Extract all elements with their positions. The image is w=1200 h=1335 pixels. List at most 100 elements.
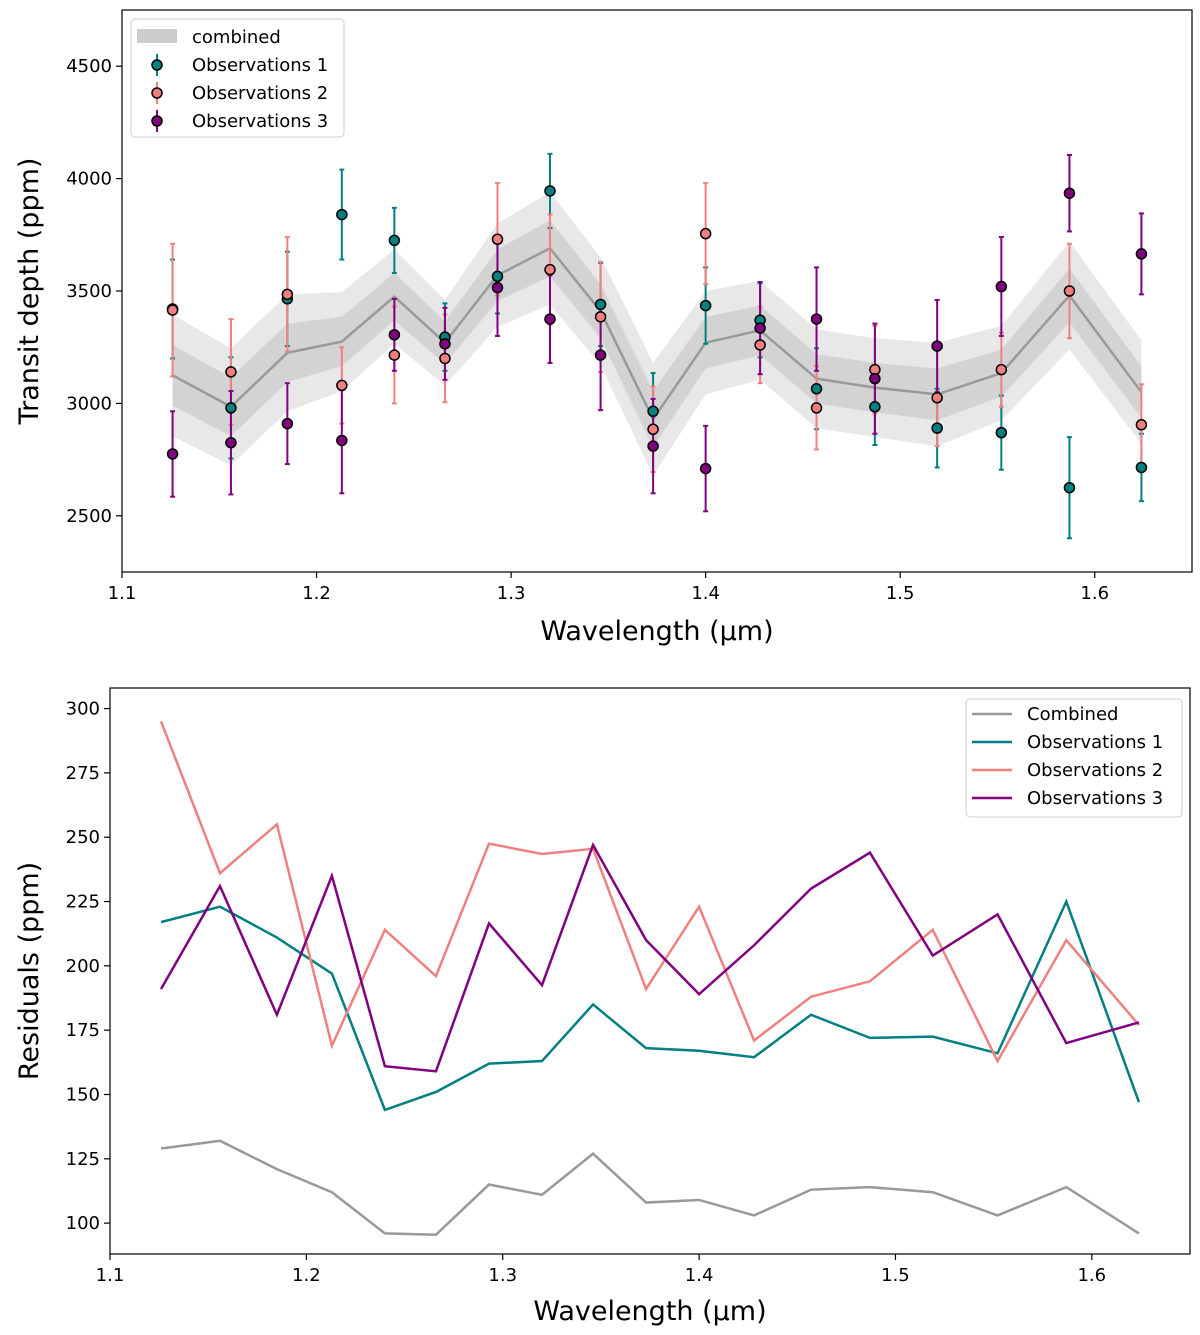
data-point (699, 462, 712, 475)
data-point (491, 233, 504, 246)
legend: combined Observations 1 Observations 2 Obse… (130, 18, 345, 138)
chart-1: 1.1 1.2 1.3 1.4 1.5 1.6 2500 3000 3500 4000 4500 Wa… (14, 9, 1193, 647)
data-point (1063, 187, 1076, 199)
axes-frame (109, 687, 1191, 1255)
series-points-1 (166, 185, 1148, 494)
y-axis-label: Transit depth (ppm) (14, 158, 45, 426)
data-point (1135, 419, 1148, 431)
data-point (647, 440, 659, 452)
data-point (1063, 481, 1076, 494)
x-tick-label: 1.2 (302, 583, 331, 604)
legend-frame (965, 698, 1183, 818)
legend-label-4: Observations 3 (1027, 788, 1163, 809)
legend-swatch-combined (137, 29, 177, 43)
y-tick-label: 3000 (66, 393, 112, 414)
legend-label-3: Observations 2 (1027, 760, 1163, 781)
data-point (1135, 248, 1148, 260)
legend-marker (151, 87, 163, 99)
plot-area (166, 152, 1148, 540)
data-point (544, 313, 556, 325)
x-tick-label: 1.5 (881, 1265, 910, 1286)
data-point (869, 401, 881, 413)
data-point (544, 263, 556, 276)
x-tick-label: 1.3 (497, 583, 526, 604)
y-tick-label: 100 (66, 1213, 100, 1234)
legend-marker (151, 115, 163, 127)
plot-area (159, 720, 1141, 1236)
data-point (647, 423, 659, 436)
data-point (931, 340, 943, 352)
data-point (166, 448, 179, 460)
data-point (1135, 461, 1148, 474)
y-tick-label: 300 (66, 699, 100, 720)
data-point (281, 288, 294, 301)
x-axis-label: Wavelength (µm) (540, 616, 773, 647)
x-axis-label: Wavelength (µm) (533, 1296, 766, 1327)
data-point (594, 311, 607, 323)
y-tick-label: 2500 (66, 506, 112, 527)
data-point (931, 392, 943, 404)
data-point (699, 299, 712, 312)
data-point (281, 417, 294, 430)
x-tick-label: 1.4 (691, 583, 720, 604)
legend: Combined Observations 1 Observations 2 Obse… (965, 698, 1183, 818)
data-point (388, 349, 401, 361)
data-point (754, 339, 766, 351)
legend-marker (151, 59, 163, 71)
data-point (225, 436, 237, 449)
legend-label-3: Observations 3 (192, 111, 328, 132)
series-line-4 (159, 841, 1140, 1073)
data-point (491, 270, 504, 283)
data-point (594, 298, 607, 311)
data-point (810, 402, 823, 414)
y-tick-label: 4500 (66, 56, 112, 77)
data-point (699, 227, 712, 240)
data-point (166, 304, 179, 316)
chart-2: 1.1 1.2 1.3 1.4 1.5 1.6 100 125 150 175 200 225 250 2… (14, 687, 1191, 1327)
y-tick-label: 225 (66, 892, 100, 913)
y-tick-label: 200 (66, 956, 100, 977)
series-points-2 (166, 227, 1148, 436)
x-tick-label: 1.2 (292, 1265, 321, 1286)
y-tick-label: 3500 (66, 281, 112, 302)
data-point (439, 352, 451, 365)
data-point (491, 281, 504, 294)
legend-label-2: Observations 1 (1027, 732, 1163, 753)
data-point (336, 208, 348, 221)
x-tick-label: 1.3 (488, 1265, 517, 1286)
data-point (594, 349, 607, 361)
y-tick-label: 4000 (66, 169, 112, 190)
x-tick-label: 1.4 (685, 1265, 714, 1286)
legend-frame (130, 18, 345, 138)
series-line-1 (160, 1139, 1140, 1236)
x-tick-label: 1.5 (886, 583, 915, 604)
data-point (225, 366, 237, 378)
legend-label-2: Observations 2 (192, 83, 328, 104)
series-points-3 (166, 187, 1148, 475)
y-tick-label: 175 (66, 1020, 100, 1041)
data-point (336, 434, 348, 447)
data-point (995, 363, 1008, 376)
data-point (388, 234, 401, 247)
series-line-3 (159, 720, 1140, 1064)
data-point (995, 280, 1008, 293)
series-line-2 (160, 898, 1141, 1112)
data-point (439, 338, 451, 350)
y-tick-label: 150 (66, 1084, 100, 1105)
x-tick-label: 1.1 (96, 1265, 125, 1286)
x-tick-label: 1.6 (1080, 583, 1109, 604)
data-point (544, 185, 556, 197)
data-point (931, 422, 943, 434)
data-point (336, 379, 348, 392)
legend-label-1: Observations 1 (192, 55, 328, 76)
y-axis-label: Residuals (ppm) (14, 862, 45, 1080)
data-point (810, 313, 823, 325)
legend-label-1: Combined (1027, 704, 1118, 725)
data-point (225, 402, 237, 414)
data-point (388, 329, 401, 341)
x-tick-label: 1.6 (1077, 1265, 1106, 1286)
y-tick-label: 125 (66, 1149, 100, 1170)
data-point (754, 322, 766, 334)
legend-label-combined: combined (192, 27, 281, 48)
